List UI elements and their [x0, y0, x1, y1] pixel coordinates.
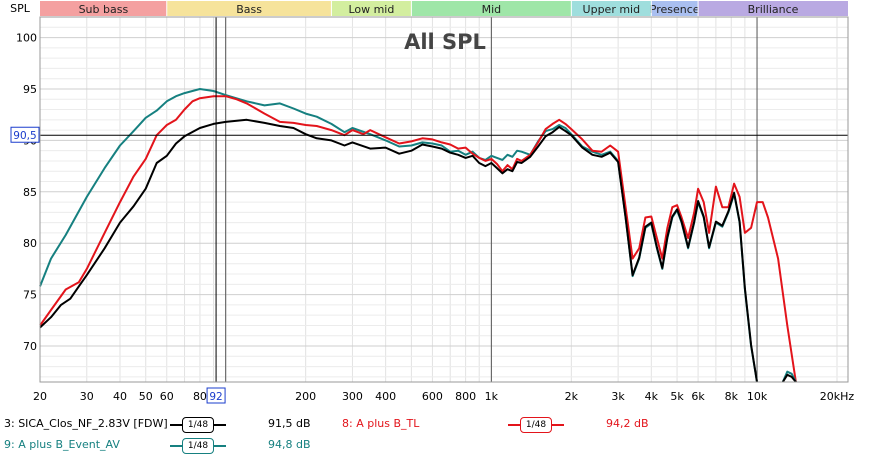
y-tick-label: 70 [23, 340, 37, 353]
x-tick-label: 600 [422, 390, 443, 403]
series-segment-1 [781, 373, 797, 383]
band-label: Low mid [348, 3, 394, 16]
y-tick-label: 95 [23, 83, 37, 96]
x-tick-label: 400 [375, 390, 396, 403]
x-tick-label: 60 [160, 390, 174, 403]
band-label: Mid [482, 3, 502, 16]
x-tick-label: 8k [725, 390, 739, 403]
plot-border [39, 16, 849, 383]
band-6 [698, 1, 848, 16]
band-label: Upper mid [583, 3, 641, 16]
frequency-bands: Sub bass Bass Low mid Mid Upper mid Presence B… [40, 1, 848, 16]
x-tick-label: 200 [295, 390, 316, 403]
chart-title: All SPL [404, 30, 486, 54]
legend: 3: SICA_Clos_NF_2.83V [FDW] 1/48 91,5 dB 8:… [0, 412, 869, 457]
series-lines [39, 88, 797, 383]
y-tick-label: 75 [23, 289, 37, 302]
band-5 [651, 1, 699, 16]
legend-label-2: 9: A plus B_Event_AV [4, 438, 120, 451]
legend-label-0: 3: SICA_Clos_NF_2.83V [FDW] [4, 417, 168, 430]
band-label: Bass [236, 3, 262, 16]
band-0 [40, 1, 167, 16]
grid-lines [39, 16, 848, 382]
legend-smoothing-button[interactable]: 1/48 [182, 438, 214, 454]
series-line-2 [39, 118, 758, 383]
x-tick-label: 50 [139, 390, 153, 403]
x-tick-label: 4k [645, 390, 659, 403]
legend-value-1: 94,2 dB [606, 417, 649, 430]
x-tick-label: 6k [691, 390, 705, 403]
legend-smoothing-button[interactable]: 1/48 [520, 417, 552, 433]
band-1 [166, 1, 332, 16]
x-tick-label: 30 [80, 390, 94, 403]
x-tick-label: 40 [113, 390, 127, 403]
x-tick-label: 2k [565, 390, 579, 403]
x-tick-label: 5k [670, 390, 684, 403]
x-tick-label: 3k [611, 390, 625, 403]
x-tick-label: 800 [455, 390, 476, 403]
cursor-y-readout: 90,5 [13, 130, 36, 142]
legend-smoothing-button[interactable]: 1/48 [182, 417, 214, 433]
x-tick-labels: 20 30 40 50 60 80 200 300 400 600 800 1k 2k 3k 4k 5k 6k 8… [33, 390, 854, 403]
band-2 [331, 1, 412, 16]
legend-value-0: 91,5 dB [268, 417, 311, 430]
y-axis-label: SPL [10, 2, 31, 15]
band-label: Brilliance [748, 3, 799, 16]
x-tick-label: 80 [193, 390, 207, 403]
cursor-x-readout: 92 [209, 391, 222, 403]
y-tick-label: 85 [23, 186, 37, 199]
series-line-0 [39, 88, 758, 383]
y-tick-label: 100 [16, 32, 37, 45]
x-tick-label: 10k [747, 390, 768, 403]
x-tick-label: 20kHz [820, 390, 855, 403]
x-tick-label: 20 [33, 390, 47, 403]
band-4 [571, 1, 652, 16]
y-tick-labels: 707580859095100 [16, 32, 37, 353]
legend-label-1: 8: A plus B_TL [342, 417, 420, 430]
legend-value-2: 94,8 dB [268, 438, 311, 451]
cursor: 90,5 92 [10, 17, 848, 404]
band-3 [411, 1, 572, 16]
x-tick-label: 300 [342, 390, 363, 403]
band-label: Sub bass [79, 3, 129, 16]
series-line-1 [39, 95, 797, 383]
band-label: Presence [650, 3, 700, 16]
spl-chart: Sub bass Bass Low mid Mid Upper mid Presence B… [10, 1, 854, 404]
x-tick-label: 1k [485, 390, 499, 403]
y-tick-label: 80 [23, 237, 37, 250]
